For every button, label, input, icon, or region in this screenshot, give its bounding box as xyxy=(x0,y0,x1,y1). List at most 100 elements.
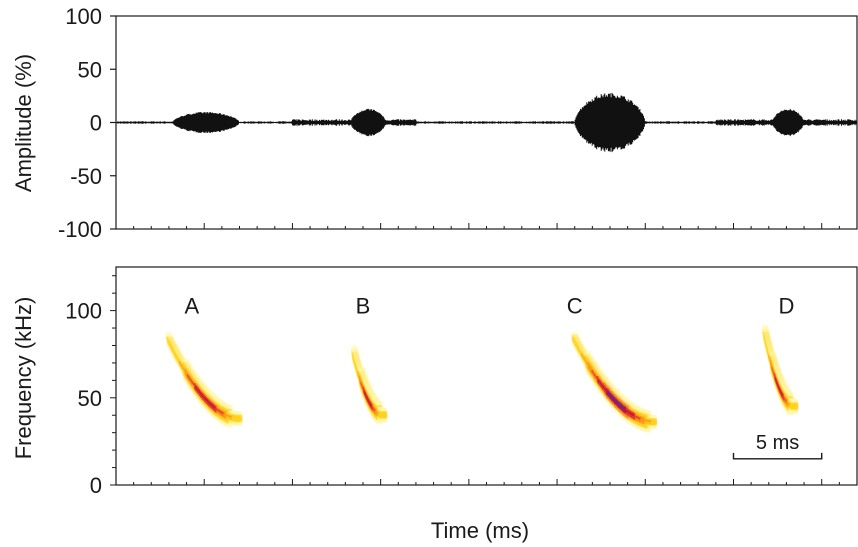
spectrogram-y-ticks: 100 50 0 xyxy=(65,275,116,498)
spectrogram-cell xyxy=(787,392,794,397)
spectrogram-frame xyxy=(115,266,858,486)
spectrogram-cell xyxy=(375,400,382,405)
spectrogram-cell xyxy=(371,395,378,400)
spectrogram-cell xyxy=(222,403,229,408)
spectrogram-y-tick-label: 50 xyxy=(78,386,102,411)
call-label-D: D xyxy=(778,293,794,318)
spectrogram-cell xyxy=(227,423,234,428)
spectrogram-cell xyxy=(370,394,377,399)
spectrogram-cell xyxy=(631,404,638,409)
spectrogram-cell xyxy=(234,411,241,416)
spectrogram-cell xyxy=(220,401,226,406)
spectrogram-cell xyxy=(643,427,650,432)
spectrogram-cell xyxy=(362,377,369,382)
spectrogram-cell xyxy=(376,402,383,407)
spectrogram-cell xyxy=(351,345,358,350)
spectrogram-cell xyxy=(369,393,376,398)
spectrogram-cell xyxy=(353,352,360,357)
spectrogram-cell xyxy=(573,334,579,338)
spectrogram-cell xyxy=(183,359,190,364)
spectrogram-cell xyxy=(360,372,367,377)
spectrogram-cell xyxy=(218,401,225,406)
spectrogram-cell xyxy=(791,399,798,404)
spectrogram-cell xyxy=(352,351,359,355)
x-axis-label: Time (ms) xyxy=(431,518,529,543)
spectrogram-cell xyxy=(631,422,638,427)
scale-bar: 5 ms xyxy=(732,432,823,460)
spectrogram-cell xyxy=(777,374,784,378)
spectrogram-cell xyxy=(191,372,198,377)
call-label-A: A xyxy=(185,293,200,318)
spectrogram-cell xyxy=(171,343,178,348)
spectrogram-cell xyxy=(783,387,790,392)
spectrogram-cell xyxy=(584,354,591,359)
spectrogram-cell xyxy=(586,357,593,362)
spectrogram-cell xyxy=(223,421,230,426)
spectrogram-cell xyxy=(785,390,792,395)
spectrogram-cell xyxy=(770,352,777,357)
spectrogram-cell xyxy=(764,335,771,340)
spectrogram-cell xyxy=(366,386,373,391)
spectrogram-cell xyxy=(368,390,375,395)
oscillogram-y-tick-label: 50 xyxy=(78,57,102,82)
spectrogram-cell xyxy=(598,370,605,375)
spectrogram-cell xyxy=(787,393,794,398)
call-labels: A B C D xyxy=(185,293,795,318)
spectrogram-cell xyxy=(188,367,195,372)
spectrogram-cell xyxy=(168,336,175,341)
spectrogram-cell xyxy=(775,370,782,374)
scale-bar-label: 5 ms xyxy=(756,432,799,454)
spectrogram-cell xyxy=(379,408,386,412)
spectrogram-cell xyxy=(644,410,651,415)
spectrogram-cell xyxy=(236,411,243,416)
spectrogram-cell xyxy=(213,414,219,419)
spectrogram-cell xyxy=(173,345,179,350)
spectrogram-cell xyxy=(772,359,779,364)
spectrogram-cell xyxy=(765,339,772,344)
spectrogram-y-tick-label: 100 xyxy=(65,299,102,324)
spectrogram-cell xyxy=(170,340,177,345)
spectrogram-cell xyxy=(198,381,205,386)
spectrogram-cell xyxy=(775,368,782,373)
spectrogram-cell xyxy=(786,392,793,396)
spectrogram-cell xyxy=(215,416,222,421)
spectrogram-cell xyxy=(215,398,222,403)
spectrogram-cell xyxy=(629,403,636,408)
spectrogram-cell xyxy=(651,425,658,430)
spectrogram-cell xyxy=(791,399,798,404)
spectrogram-cell xyxy=(641,409,648,414)
spectrogram-cell xyxy=(785,390,792,395)
oscillogram-waveform xyxy=(116,92,858,153)
spectrogram-cell xyxy=(352,349,359,354)
spectrogram-cell xyxy=(193,374,199,379)
spectrogram-cell xyxy=(792,399,799,404)
spectrogram-cell xyxy=(635,424,642,429)
spectrogram-cell xyxy=(380,418,387,423)
spectrogram-cell xyxy=(195,377,202,382)
spectrogram-cell xyxy=(374,399,381,404)
spectrogram-cell xyxy=(369,392,376,397)
spectrogram-cell xyxy=(571,331,578,336)
spectrogram-cell xyxy=(633,405,640,410)
spectrogram-cell xyxy=(645,410,652,415)
spectrogram-cell xyxy=(216,417,223,422)
spectrogram-cell xyxy=(587,355,594,360)
spectrogram-cell xyxy=(372,397,379,402)
oscillogram-panel: 100 50 0 -50 -100 Amplitude (%) xyxy=(11,4,858,242)
spectrogram-cell xyxy=(636,407,643,412)
spectrogram-cell xyxy=(777,375,784,380)
spectrogram-cell xyxy=(578,343,585,348)
spectrogram-cell xyxy=(380,408,387,413)
spectrogram-cell xyxy=(380,408,387,413)
spectrogram-cell xyxy=(641,427,648,432)
spectrogram-cell xyxy=(781,383,788,388)
spectrogram-cell xyxy=(792,409,799,414)
spectrogram-cell xyxy=(782,385,789,390)
spectrogram-cell xyxy=(774,365,781,370)
spectrogram-cell xyxy=(367,389,374,394)
spectrogram-y-axis-label: Frequency (kHz) xyxy=(11,297,36,460)
oscillogram-y-tick-label: -50 xyxy=(70,164,102,189)
spectrogram-cell xyxy=(227,405,234,410)
spectrogram-cell xyxy=(214,415,221,420)
